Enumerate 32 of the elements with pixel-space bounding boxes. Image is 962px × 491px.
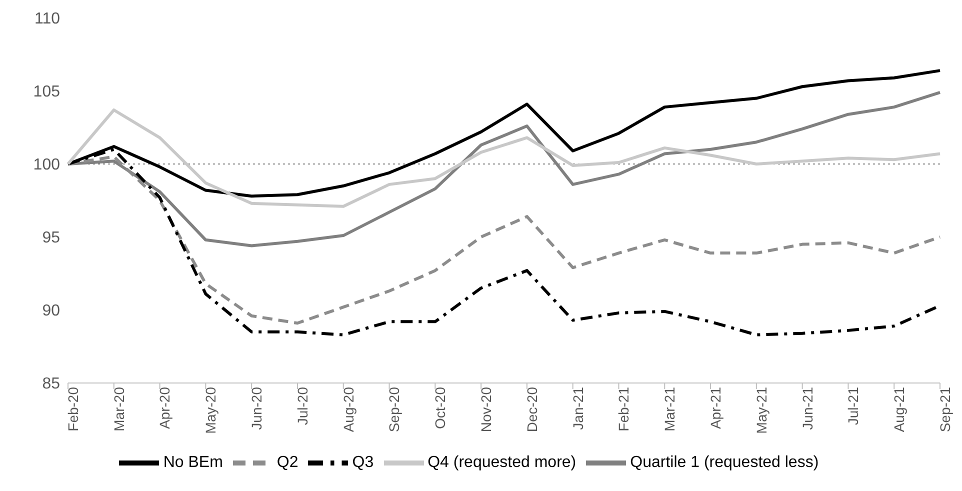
x-tick-label: Aug-20 xyxy=(340,386,356,432)
x-tick-label: Jul-21 xyxy=(845,386,862,426)
y-tick-label: 105 xyxy=(33,84,60,101)
y-tick-label: 85 xyxy=(42,376,60,393)
x-tick-label: Apr-21 xyxy=(707,386,724,430)
x-tick-label: Sep-21 xyxy=(936,386,953,432)
x-tick-label: Mar-20 xyxy=(110,386,127,432)
legend-label: No BEm xyxy=(163,454,223,472)
y-tick-label: 100 xyxy=(33,156,60,174)
x-tick-label: Jul-20 xyxy=(294,386,310,426)
x-tick-label: May-21 xyxy=(753,386,770,434)
x-tick-label: Mar-21 xyxy=(662,386,678,432)
x-tick-label: Oct-20 xyxy=(432,386,448,430)
legend-label: Q3 xyxy=(352,454,374,472)
x-tick-label: Nov-20 xyxy=(478,386,494,432)
y-tick-label: 90 xyxy=(42,302,60,320)
y-tick-label: 95 xyxy=(42,230,60,247)
line-series xyxy=(66,108,942,208)
legend-label: Q2 xyxy=(276,454,298,472)
x-tick-label: Dec-20 xyxy=(524,386,540,432)
y-tick-label: 110 xyxy=(34,10,60,28)
legend-label: Quartile 1 (requested less) xyxy=(630,454,819,472)
x-tick-label: Apr-20 xyxy=(156,386,173,430)
legend-label: Q4 (requested more) xyxy=(428,454,576,472)
x-tick-label: Aug-21 xyxy=(891,386,908,432)
x-tick-label: Jan-21 xyxy=(570,386,586,430)
x-tick-label: Jun-21 xyxy=(799,386,816,430)
x-tick-label: May-20 xyxy=(202,386,219,434)
x-tick-label: Feb-21 xyxy=(616,386,632,432)
x-tick-label: Feb-20 xyxy=(64,386,81,432)
x-tick-label: Jun-20 xyxy=(248,386,265,430)
x-tick-label: Sep-20 xyxy=(386,386,402,432)
